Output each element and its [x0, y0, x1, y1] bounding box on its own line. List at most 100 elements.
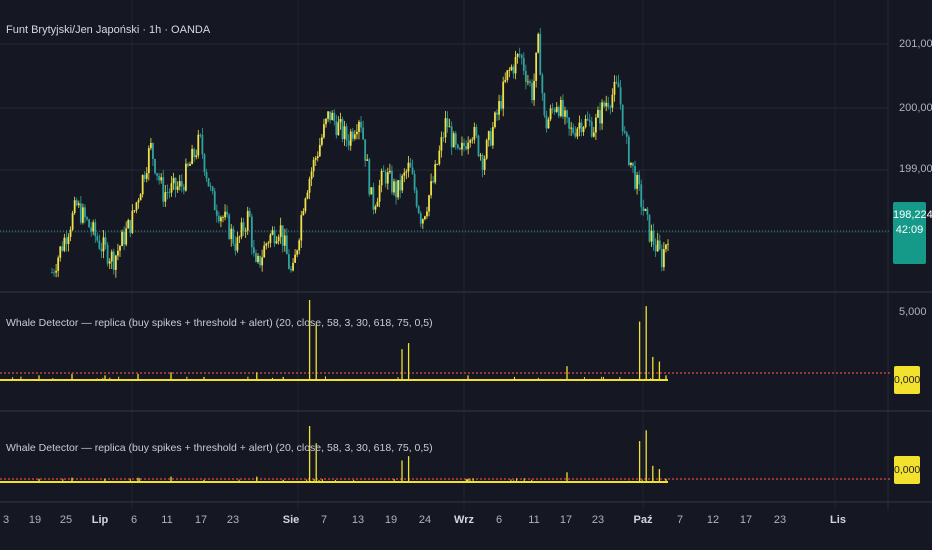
indicator2-title[interactable]: Whale Detector — replica (buy spikes + t…	[6, 442, 433, 454]
candle-body	[112, 251, 115, 270]
candle-body	[201, 134, 204, 155]
time-axis-label: 17	[559, 514, 573, 526]
candle-body	[572, 127, 575, 134]
candle-body	[341, 119, 344, 140]
candle-body	[104, 237, 107, 245]
candle-body	[446, 118, 449, 128]
candle-body	[347, 140, 350, 146]
candle-body	[335, 121, 338, 136]
candle-body	[51, 272, 53, 273]
candle-body	[207, 178, 210, 187]
candle-body	[154, 159, 156, 174]
time-axis-label: 25	[59, 514, 73, 526]
candle-body	[162, 177, 165, 202]
candle-body	[611, 94, 614, 108]
candle-body	[592, 132, 595, 137]
candle-body	[382, 170, 385, 172]
candle-body	[450, 126, 453, 148]
candle-body	[541, 75, 544, 94]
time-axis-label: 6	[130, 514, 138, 526]
candle-body	[442, 137, 445, 138]
candle-body	[271, 230, 274, 235]
candle-body	[191, 148, 193, 165]
candle-body	[65, 237, 68, 244]
candle-body	[279, 225, 282, 237]
candle-body	[479, 155, 482, 157]
candle-body	[547, 119, 550, 129]
candle-body	[248, 210, 251, 217]
candle-body	[621, 104, 624, 132]
candle-body	[454, 133, 457, 145]
candle-body	[448, 126, 451, 128]
candle-body	[370, 187, 373, 195]
last-price-tag: 198,224 42:09	[893, 202, 932, 264]
symbol-title[interactable]: Funt Brytyjski/Jen Japoński · 1h · OANDA	[6, 24, 211, 36]
candle-body	[170, 183, 173, 193]
candle-body	[96, 236, 99, 241]
candle-body	[360, 121, 362, 128]
candle-body	[343, 126, 346, 140]
candle-body	[440, 137, 443, 151]
candle-body	[444, 118, 447, 138]
candle-body	[514, 56, 517, 74]
candle-body	[533, 80, 535, 101]
candle-body	[90, 227, 93, 232]
candle-body	[283, 235, 286, 246]
candle-body	[531, 83, 533, 101]
indicator1-title[interactable]: Whale Detector — replica (buy spikes + t…	[6, 317, 433, 329]
candle-body	[98, 240, 101, 249]
candle-body	[351, 131, 354, 139]
candle-body	[306, 192, 309, 199]
candle-body	[314, 157, 317, 160]
candle-body	[255, 253, 257, 262]
candle-body	[277, 236, 280, 242]
candle-body	[640, 184, 643, 208]
candle-body	[642, 207, 645, 211]
candle-body	[320, 137, 323, 145]
candle-body	[638, 174, 641, 185]
time-axis-label: 7	[676, 514, 684, 526]
candle-body	[82, 207, 84, 223]
candle-body	[180, 181, 183, 187]
candle-body	[296, 250, 299, 255]
candle-body	[59, 246, 62, 258]
candle-body	[217, 215, 220, 222]
candle-body	[86, 217, 88, 220]
candle-body	[615, 81, 618, 83]
price-axis-label: 201,000	[899, 38, 932, 50]
candle-body	[172, 177, 175, 184]
last-price: 198,224	[893, 209, 932, 221]
candle-body	[473, 127, 476, 140]
candle-body	[609, 106, 612, 108]
candle-body	[57, 257, 60, 271]
candle-body	[407, 162, 410, 172]
price-axis-label: 199,000	[899, 163, 932, 175]
candle-body	[187, 163, 189, 166]
candle-body	[222, 217, 224, 218]
candle-body	[203, 154, 206, 173]
time-axis-label: 19	[384, 514, 398, 526]
candle-body	[582, 127, 585, 133]
candle-body	[158, 175, 161, 181]
candle-body	[269, 234, 272, 243]
candle-body	[568, 117, 571, 129]
candle-body	[312, 159, 315, 172]
candle-body	[353, 134, 356, 139]
candle-body	[586, 118, 589, 121]
candle-body	[69, 229, 72, 237]
candle-body	[55, 270, 58, 273]
candle-body	[524, 70, 527, 82]
candle-body	[131, 210, 134, 233]
candle-body	[489, 131, 492, 146]
candle-body	[399, 180, 402, 191]
candle-body	[265, 243, 268, 246]
candle-body	[665, 244, 667, 250]
candle-body	[403, 172, 406, 176]
candle-body	[667, 243, 669, 245]
candle-body	[603, 102, 606, 107]
candle-body	[413, 173, 416, 191]
